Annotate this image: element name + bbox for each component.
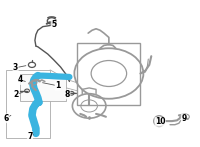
- Text: 5: 5: [51, 20, 56, 29]
- FancyBboxPatch shape: [20, 74, 66, 101]
- Text: 7: 7: [27, 132, 33, 141]
- Text: 6: 6: [4, 114, 9, 123]
- Text: 3: 3: [13, 63, 18, 72]
- Text: 2: 2: [14, 90, 19, 99]
- Text: 8: 8: [65, 90, 70, 99]
- Text: 1: 1: [55, 81, 60, 90]
- Text: 10: 10: [155, 117, 165, 126]
- Text: 9: 9: [181, 114, 186, 123]
- Text: 4: 4: [18, 76, 23, 85]
